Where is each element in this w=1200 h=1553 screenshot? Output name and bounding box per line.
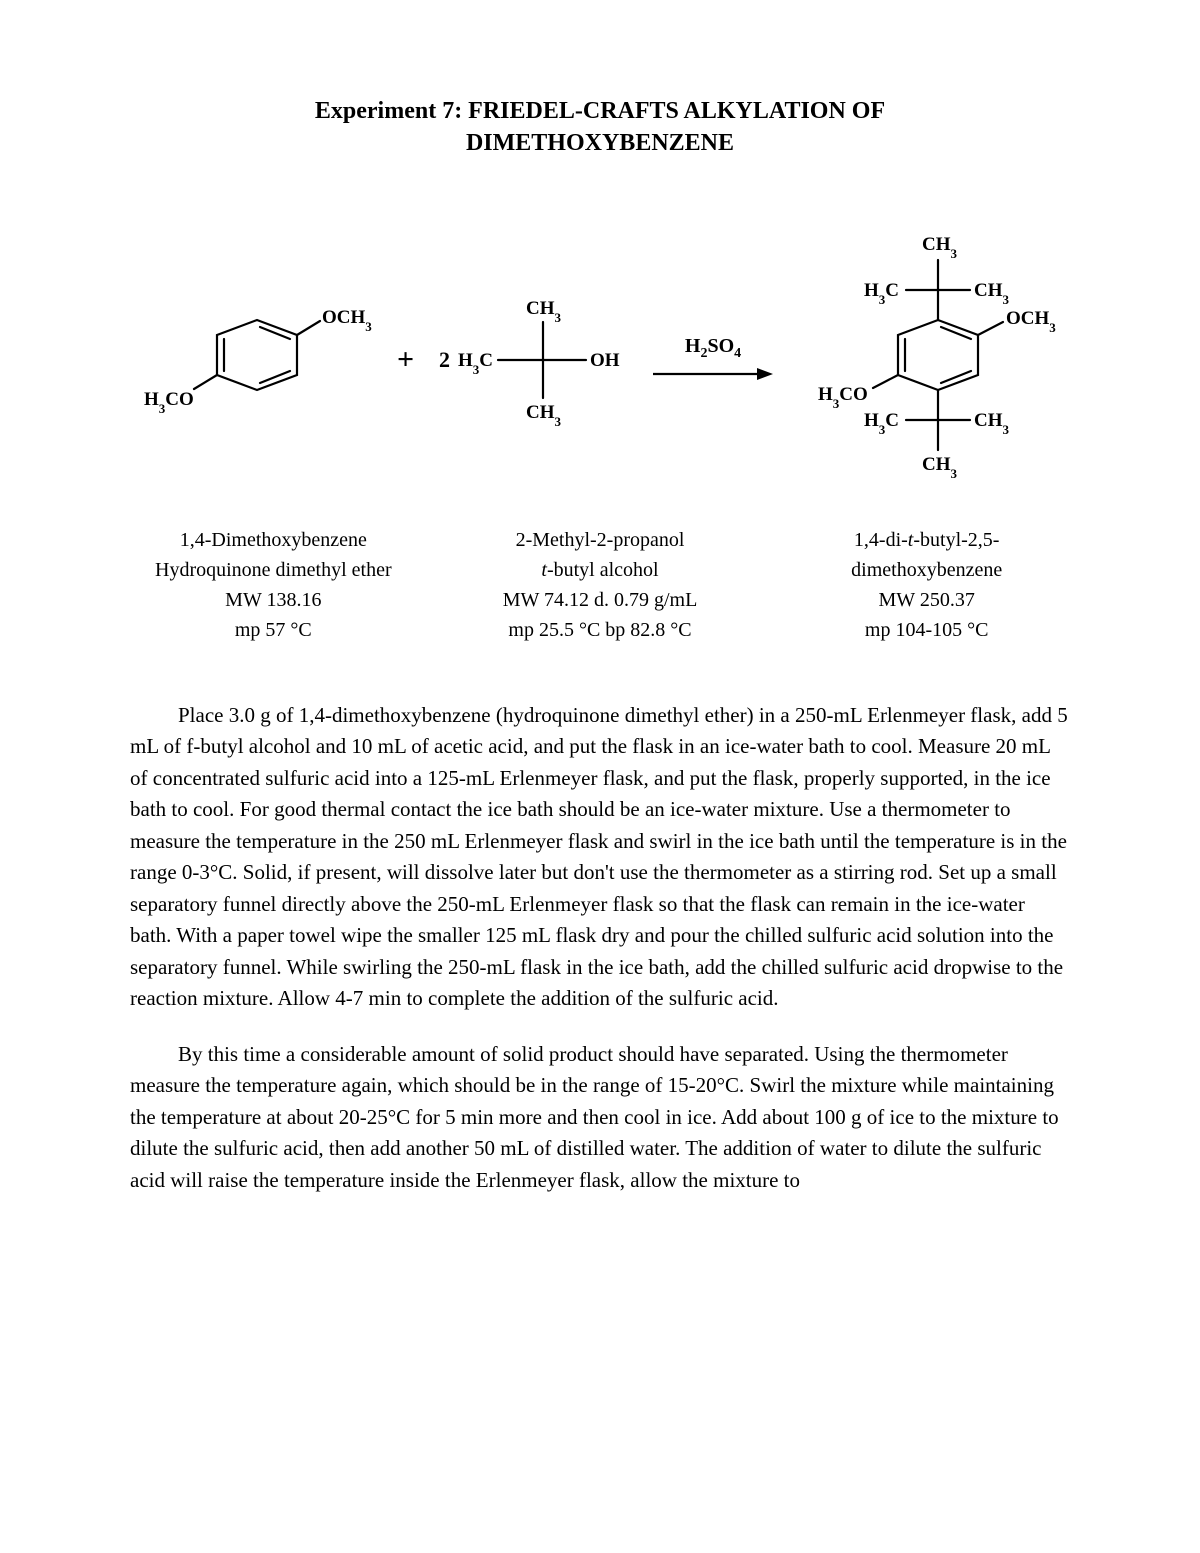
compound-2-name1: 2-Methyl-2-propanol: [457, 525, 744, 555]
reaction-scheme: OCH3 H3CO + 2 CH3 H3C OH CH3 H2SO4: [130, 220, 1070, 500]
compound-info-row: 1,4-Dimethoxybenzene Hydroquinone dimeth…: [130, 525, 1070, 645]
svg-text:H3C: H3C: [864, 410, 899, 437]
reaction-arrow: H2SO4: [653, 335, 773, 384]
compound-1-mp: mp 57 °C: [130, 615, 417, 645]
compound-2-mw: MW 74.12 d. 0.79 g/mL: [457, 585, 744, 615]
paragraph-2: By this time a considerable amount of so…: [130, 1039, 1070, 1197]
compound-1-info: 1,4-Dimethoxybenzene Hydroquinone dimeth…: [130, 525, 417, 645]
compound-3-info: 1,4-di-t-butyl-2,5- dimethoxybenzene MW …: [783, 525, 1070, 645]
compound-1-name1: 1,4-Dimethoxybenzene: [130, 525, 417, 555]
document-title: Experiment 7: FRIEDEL-CRAFTS ALKYLATION …: [130, 95, 1070, 160]
svg-text:H3CO: H3CO: [818, 384, 868, 411]
compound-2-name2: t-butyl alcohol: [457, 555, 744, 585]
compound-3-name2: dimethoxybenzene: [783, 555, 1070, 585]
svg-text:CH3: CH3: [526, 298, 562, 325]
reactant-1-structure: OCH3 H3CO: [142, 275, 372, 445]
svg-text:H3CO: H3CO: [144, 389, 194, 416]
compound-3-mw: MW 250.37: [783, 585, 1070, 615]
stoich-coeff: 2: [439, 347, 450, 373]
svg-text:OH: OH: [590, 350, 620, 371]
plus-sign: +: [397, 343, 414, 377]
compound-2-mp: mp 25.5 °C bp 82.8 °C: [457, 615, 744, 645]
compound-2-info: 2-Methyl-2-propanol t-butyl alcohol MW 7…: [457, 525, 744, 645]
svg-text:OCH3: OCH3: [1006, 308, 1056, 335]
svg-text:CH3: CH3: [922, 234, 958, 261]
svg-text:CH3: CH3: [974, 280, 1010, 307]
svg-text:CH3: CH3: [526, 402, 562, 429]
arrow-reagent-label: H2SO4: [685, 335, 741, 362]
compound-3-name1: 1,4-di-t-butyl-2,5-: [783, 525, 1070, 555]
svg-text:H3C: H3C: [458, 350, 493, 377]
compound-1-name2: Hydroquinone dimethyl ether: [130, 555, 417, 585]
title-line-1: Experiment 7: FRIEDEL-CRAFTS ALKYLATION …: [315, 98, 885, 124]
svg-text:CH3: CH3: [922, 454, 958, 481]
procedure-text: Place 3.0 g of 1,4-dimethoxybenzene (hyd…: [130, 700, 1070, 1197]
svg-text:H3C: H3C: [864, 280, 899, 307]
compound-3-mp: mp 104-105 °C: [783, 615, 1070, 645]
svg-text:OCH3: OCH3: [322, 307, 372, 334]
reactant-2-structure: 2 CH3 H3C OH CH3: [439, 290, 628, 430]
svg-text:CH3: CH3: [974, 410, 1010, 437]
compound-1-mw: MW 138.16: [130, 585, 417, 615]
paragraph-1: Place 3.0 g of 1,4-dimethoxybenzene (hyd…: [130, 700, 1070, 1015]
product-structure: CH3 H3C CH3 OCH3 H3CO H3C CH3 CH3: [798, 220, 1058, 500]
title-line-2: DIMETHOXYBENZENE: [466, 130, 734, 156]
